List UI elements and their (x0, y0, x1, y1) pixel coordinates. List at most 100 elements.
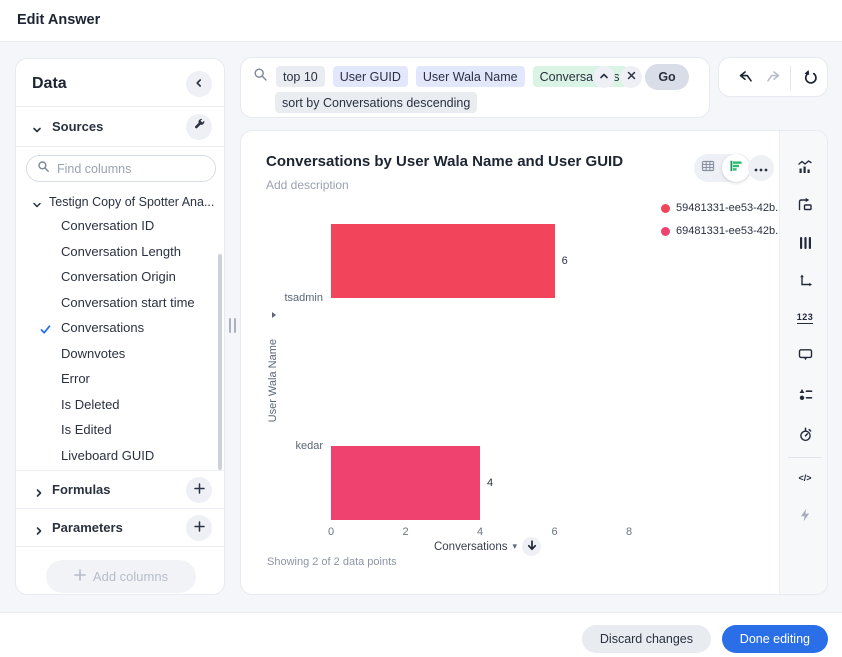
spotiq-button[interactable] (791, 502, 819, 530)
column-item[interactable]: Error (16, 366, 224, 392)
table-name: Testign Copy of Spotter Ana... (49, 195, 215, 209)
table-icon (701, 159, 715, 178)
column-item[interactable]: Conversation start time (16, 290, 224, 316)
table-view-button[interactable] (694, 154, 722, 182)
column-item[interactable]: Is Deleted (16, 392, 224, 418)
y-axis-label[interactable]: User Wala Name (267, 339, 279, 423)
chevron-down-icon[interactable]: ▾ (512, 541, 518, 551)
history-toolbar (718, 57, 828, 97)
edit-sources-button[interactable] (186, 114, 212, 140)
visualization-icon (797, 159, 813, 178)
sources-label: Sources (52, 119, 104, 134)
chart-properties-button[interactable] (791, 382, 819, 410)
find-columns-input[interactable] (57, 161, 197, 176)
column-label: Conversations (61, 320, 145, 336)
column-item[interactable]: Conversation Origin (16, 264, 224, 290)
wrench-icon (193, 118, 206, 136)
answer-card: Conversations by User Wala Name and User… (240, 130, 828, 595)
chart-title: Conversations by User Wala Name and User… (266, 153, 624, 170)
search-token-keyword[interactable]: top 10 (276, 66, 325, 87)
x-axis-tick-label: 0 (327, 526, 335, 538)
panel-resize-handle[interactable] (229, 318, 238, 333)
code-view-button[interactable]: </> (791, 464, 819, 492)
more-options-button[interactable] (748, 155, 774, 181)
column-label: Downvotes (61, 345, 126, 361)
column-item[interactable]: Is Edited (16, 417, 224, 443)
bar-value-label: 4 (487, 477, 494, 489)
collapse-panel-button[interactable] (186, 71, 212, 97)
sort-descending-button[interactable] (522, 537, 542, 556)
redo-button[interactable] (762, 67, 784, 89)
x-axis-label[interactable]: Conversations (433, 540, 508, 553)
table-tree-item[interactable]: Testign Copy of Spotter Ana... (16, 192, 224, 212)
undo-button[interactable] (734, 67, 756, 89)
x-axis-tick-label: 6 (551, 526, 558, 538)
find-columns-box (26, 155, 216, 182)
x-axis-tick-label: 4 (476, 526, 484, 538)
footer-bar: Discard changes Done editing (0, 612, 842, 657)
divider (16, 546, 224, 547)
close-icon (627, 71, 636, 83)
code-icon: </> (798, 473, 812, 483)
search-token-attribute[interactable]: User Wala Name (415, 66, 525, 87)
bar-chart-icon (729, 159, 743, 178)
change-visualization-button[interactable] (791, 154, 819, 182)
reset-icon (802, 69, 818, 88)
data-panel: Data Sources Testign Copy of Spotter Ana… (15, 58, 225, 595)
edit-columns-button[interactable] (791, 230, 819, 258)
collapse-search-button[interactable] (593, 66, 615, 88)
search-token-sort[interactable]: sort by Conversations descending (275, 92, 478, 113)
plus-icon (74, 569, 86, 584)
add-description-placeholder[interactable]: Add description (266, 178, 349, 192)
stopwatch-icon (798, 427, 813, 445)
divider (788, 457, 822, 458)
done-editing-button[interactable]: Done editing (721, 625, 828, 653)
number-format-button[interactable]: 123 (791, 304, 819, 332)
column-label: Conversation Length (61, 243, 181, 259)
clear-search-button[interactable] (620, 66, 642, 88)
legend-label: 59481331-ee53-42b... (676, 202, 785, 214)
y-axis-menu-caret-icon[interactable] (272, 312, 276, 318)
save-to-liveboard-button[interactable] (791, 192, 819, 220)
lightning-icon (799, 508, 811, 525)
formulas-section-header[interactable]: Formulas (16, 470, 224, 508)
divider (790, 66, 791, 90)
columns-icon (799, 236, 812, 253)
legend-item[interactable]: 69481331-ee53-42b... (661, 225, 784, 237)
parameters-label: Parameters (52, 520, 123, 535)
column-label: Is Deleted (61, 396, 120, 412)
tooltip-settings-button[interactable] (791, 342, 819, 370)
x-axis-label-group: Conversations ▾ (331, 537, 644, 556)
go-button[interactable]: Go (645, 64, 689, 90)
tooltip-icon (798, 348, 813, 365)
chart-view-button[interactable] (722, 154, 750, 182)
parameters-section-header[interactable]: Parameters (16, 508, 224, 546)
column-label: Is Edited (61, 422, 112, 438)
legend-item[interactable]: 59481331-ee53-42b... (661, 202, 784, 214)
divider (16, 146, 224, 147)
add-parameter-button[interactable] (186, 515, 212, 541)
chart-canvas: 6 4 59481331-ee53-42b... 69481331-ee53-42b… (241, 131, 784, 594)
timer-button[interactable] (791, 422, 819, 450)
column-item[interactable]: Liveboard GUID (16, 443, 224, 469)
discard-changes-button[interactable]: Discard changes (581, 625, 711, 653)
search-token-attribute[interactable]: User GUID (332, 66, 408, 87)
column-item-selected[interactable]: Conversations (16, 315, 224, 341)
axis-settings-button[interactable] (791, 268, 819, 296)
column-item[interactable]: Conversation ID (16, 213, 224, 239)
sources-section-header[interactable]: Sources (16, 107, 224, 146)
bar-segment[interactable] (331, 446, 481, 520)
add-columns-button[interactable]: Add columns (46, 560, 196, 593)
bar-segment[interactable] (331, 224, 555, 298)
search-bar: top 10 User GUID User Wala Name Conversa… (240, 57, 710, 118)
table-chart-toggle (694, 154, 751, 182)
add-formula-button[interactable] (186, 477, 212, 503)
scrollbar[interactable] (218, 254, 222, 470)
y-axis-category-label: kedar (295, 440, 323, 452)
divider (16, 106, 224, 107)
column-item[interactable]: Conversation Length (16, 239, 224, 265)
reset-button[interactable] (799, 67, 821, 89)
column-item[interactable]: Downvotes (16, 341, 224, 367)
x-axis-tick-label: 2 (402, 526, 409, 538)
chevron-right-icon (34, 523, 44, 541)
